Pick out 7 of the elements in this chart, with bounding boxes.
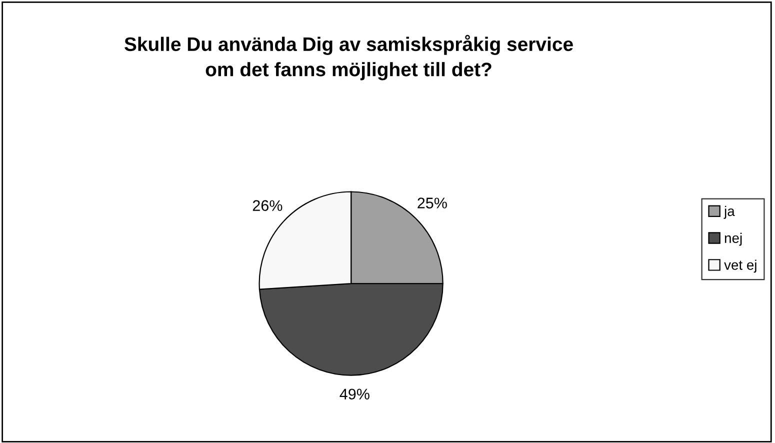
chart-title: Skulle Du använda Dig av samiskspråkig service om det fanns möjlighet till det? <box>124 34 573 80</box>
legend-label: vet ej <box>724 260 756 273</box>
data-label: 25% <box>418 198 447 208</box>
legend-label: ja <box>724 206 735 219</box>
data-label: 49% <box>340 388 370 400</box>
legend-label: nej <box>724 232 742 246</box>
data-label: 26% <box>252 200 282 211</box>
